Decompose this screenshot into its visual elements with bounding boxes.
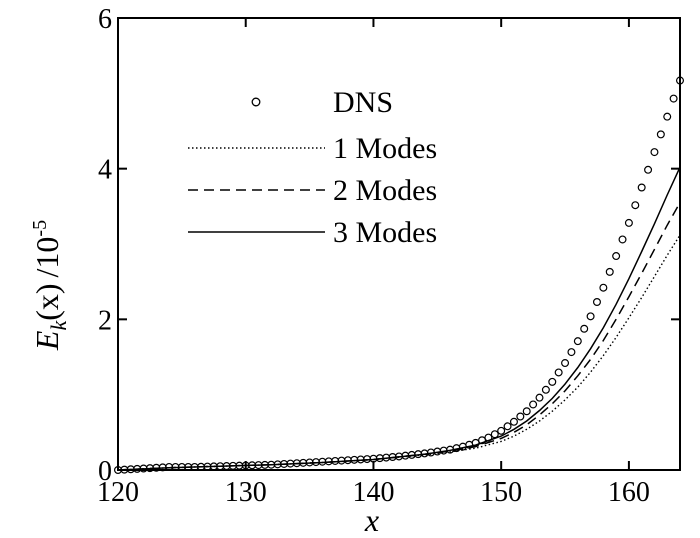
- dns-point: [612, 252, 621, 261]
- legend-label: DNS: [333, 86, 393, 119]
- dns-point: [561, 359, 570, 368]
- x-tick-label: 130: [225, 477, 267, 508]
- dns-point: [535, 393, 544, 402]
- dns-point: [567, 348, 576, 357]
- series-layer: [113, 76, 684, 475]
- dns-point: [522, 407, 531, 416]
- legend: DNS 1 Modes 2 Modes 3 Modes: [188, 86, 437, 249]
- y-axis-title-unit: /10: [29, 237, 65, 278]
- dns-point: [554, 368, 563, 377]
- legend-label: 1 Modes: [333, 132, 437, 165]
- dns-point: [618, 235, 627, 244]
- dns-point: [669, 94, 678, 103]
- dns-point: [541, 385, 550, 394]
- dns-point: [497, 426, 506, 435]
- dns-point: [548, 377, 557, 386]
- dns-point: [656, 130, 665, 139]
- plot-border: [117, 17, 681, 471]
- dns-point: [516, 412, 525, 421]
- dns-point: [529, 400, 538, 409]
- y-tick-label: 2: [98, 305, 112, 336]
- y-tick-label: 4: [98, 155, 112, 186]
- dns-point: [624, 218, 633, 227]
- dns-point: [509, 417, 518, 426]
- dns-point: [650, 148, 659, 157]
- dns-point: [580, 324, 589, 333]
- dns-point: [503, 422, 512, 431]
- dns-point: [586, 312, 595, 321]
- dns-point: [631, 201, 640, 210]
- legend-label: 2 Modes: [333, 174, 437, 207]
- x-tick-label: 150: [480, 477, 522, 508]
- legend-label: 3 Modes: [333, 216, 437, 249]
- dns-point: [675, 76, 684, 85]
- plot-frame: [117, 17, 681, 471]
- x-tick-label: 120: [97, 477, 139, 508]
- dns-point: [644, 165, 653, 174]
- dns-point: [573, 337, 582, 346]
- x-axis-title: x: [364, 502, 379, 538]
- y-tick-label: 6: [98, 4, 112, 35]
- y-axis-title-sub: k: [46, 320, 71, 331]
- tick-labels: 120 130 140 150 160 0 2 4 6: [97, 4, 650, 508]
- dns-point: [637, 183, 646, 192]
- series-line-3: [117, 166, 681, 471]
- y-tick-label: 0: [98, 456, 112, 487]
- dns-point: [663, 112, 672, 121]
- x-tick-label: 160: [608, 477, 650, 508]
- dns-point: [490, 430, 499, 439]
- y-axis-title-main: E: [29, 330, 65, 351]
- dns-point: [599, 283, 608, 292]
- y-axis-title-paren: (x): [29, 283, 65, 320]
- x-tick-label: 140: [352, 477, 394, 508]
- y-axis-title-exp: -5: [29, 220, 51, 237]
- dns-point: [592, 298, 601, 307]
- legend-dns-marker: [251, 97, 261, 107]
- dns-point: [605, 267, 614, 276]
- y-axis-title: Ek(x) /10-5: [29, 220, 71, 351]
